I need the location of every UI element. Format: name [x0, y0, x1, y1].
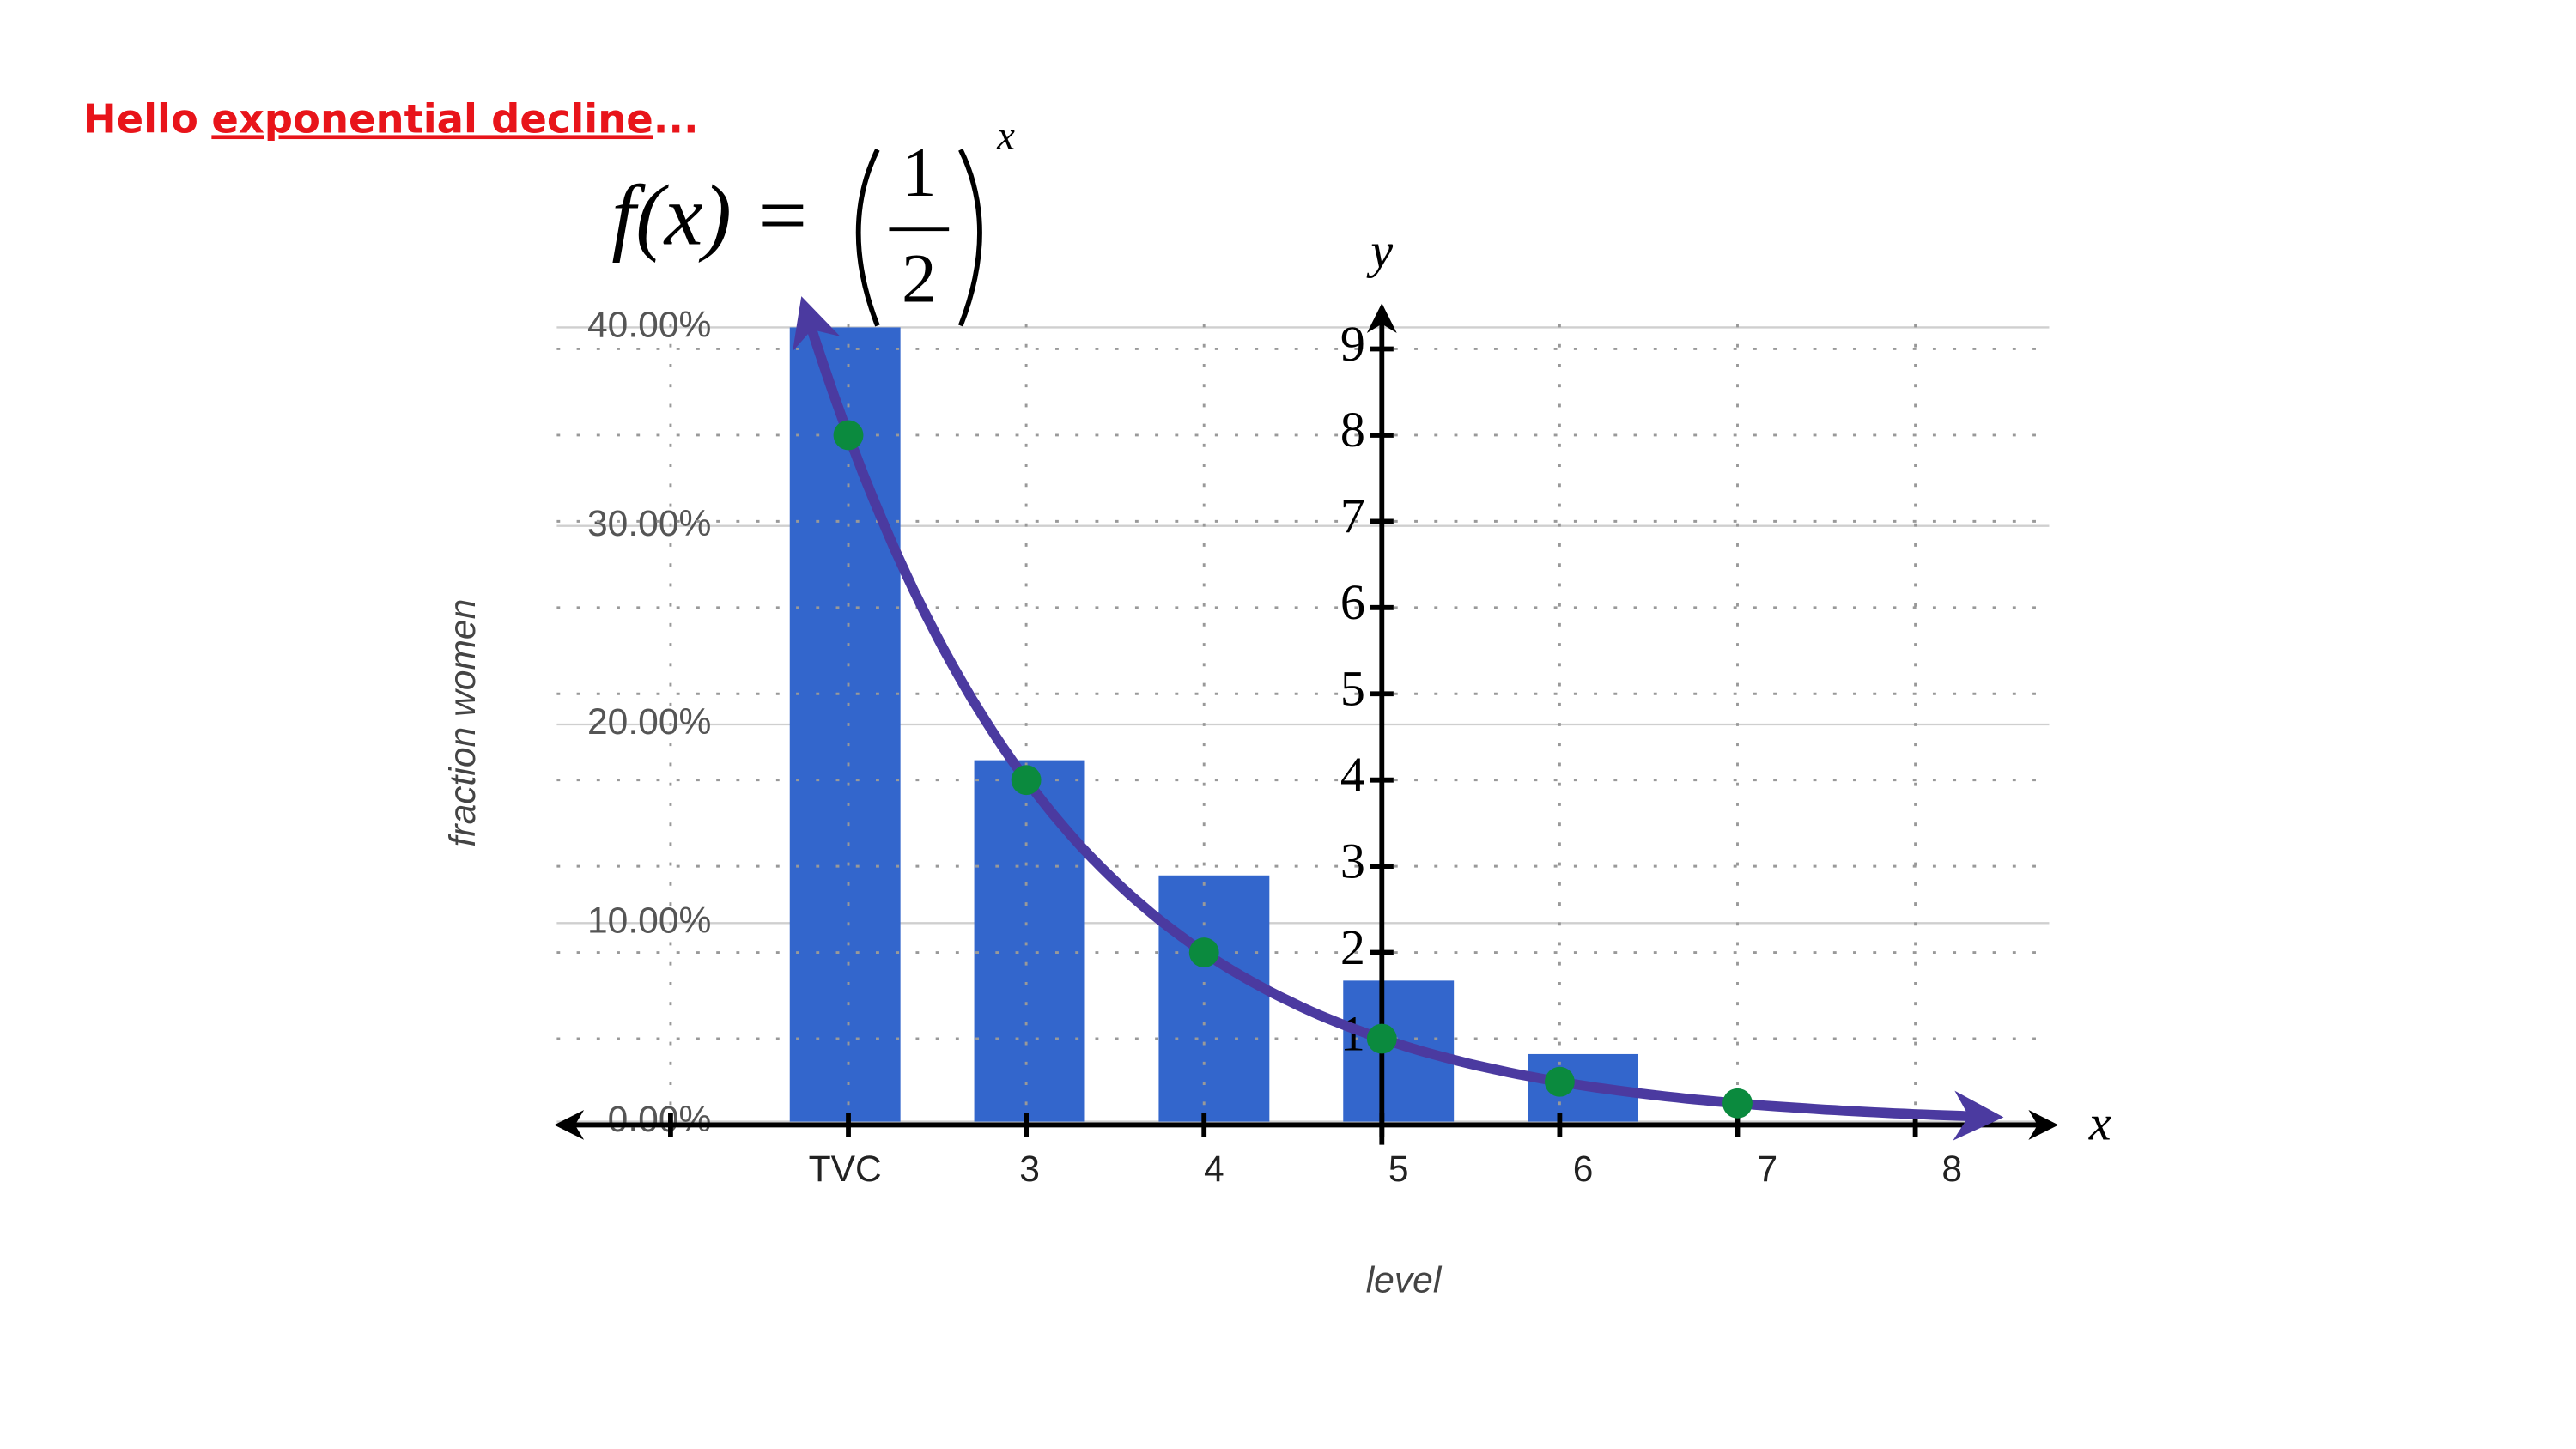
- y-axis-label: y: [1366, 223, 1393, 279]
- heading-prefix: Hello: [83, 95, 198, 142]
- x-tick-label: 4: [1204, 1149, 1224, 1190]
- y-tick-label: 3: [1340, 833, 1365, 888]
- y-tick-label: 20.00%: [587, 701, 711, 743]
- x-axis-label: level: [1366, 1260, 1443, 1301]
- y-tick-label: 0.00%: [608, 1099, 712, 1140]
- heading-underlined: exponential decline: [211, 95, 653, 142]
- point: [1188, 937, 1219, 967]
- x-tick-label: 7: [1758, 1149, 1778, 1190]
- bar-layer: 0.00% 10.00% 20.00% 30.00% 40.00% TVC 3 4 5 6 7 8 le…: [442, 305, 2050, 1301]
- bar: [1158, 875, 1270, 1122]
- y-tick-label: 4: [1340, 747, 1365, 803]
- y-tick-label: 5: [1340, 661, 1365, 717]
- y-tick-label: 2: [1340, 919, 1365, 975]
- point: [1722, 1088, 1753, 1119]
- point: [1366, 1023, 1397, 1054]
- heading: Hello exponential decline...: [83, 95, 699, 142]
- x-tick-label: TVC: [809, 1149, 882, 1190]
- paren-right: [958, 149, 982, 327]
- x-axis-label: x: [2088, 1095, 2111, 1151]
- formula-lhs: f(x) =: [611, 167, 811, 264]
- x-tick-label: 8: [1941, 1149, 1962, 1190]
- x-tick-label: 6: [1573, 1149, 1594, 1190]
- function-curve: [793, 296, 2004, 1141]
- y-tick-label: 40.00%: [587, 305, 711, 346]
- formula-exponent: x: [996, 114, 1015, 158]
- x-tick-label: 5: [1388, 1149, 1409, 1190]
- point: [1011, 765, 1042, 796]
- y-tick-label: 7: [1340, 488, 1365, 544]
- y-axis-label: fraction women: [442, 599, 483, 847]
- formula-denominator: 2: [902, 240, 937, 318]
- point: [1544, 1066, 1575, 1097]
- formula-numerator: 1: [902, 134, 937, 211]
- bar: [974, 760, 1085, 1122]
- point: [833, 420, 864, 451]
- y-tick-label: 8: [1340, 402, 1365, 458]
- x-tick-label: 3: [1019, 1149, 1040, 1190]
- y-tick-label: 9: [1340, 316, 1365, 372]
- heading-suffix: ...: [653, 95, 699, 142]
- paren-left: [855, 149, 880, 327]
- y-tick-label: 6: [1340, 574, 1365, 630]
- y-tick-label: 10.00%: [587, 900, 711, 942]
- y-tick-label: 30.00%: [587, 503, 711, 544]
